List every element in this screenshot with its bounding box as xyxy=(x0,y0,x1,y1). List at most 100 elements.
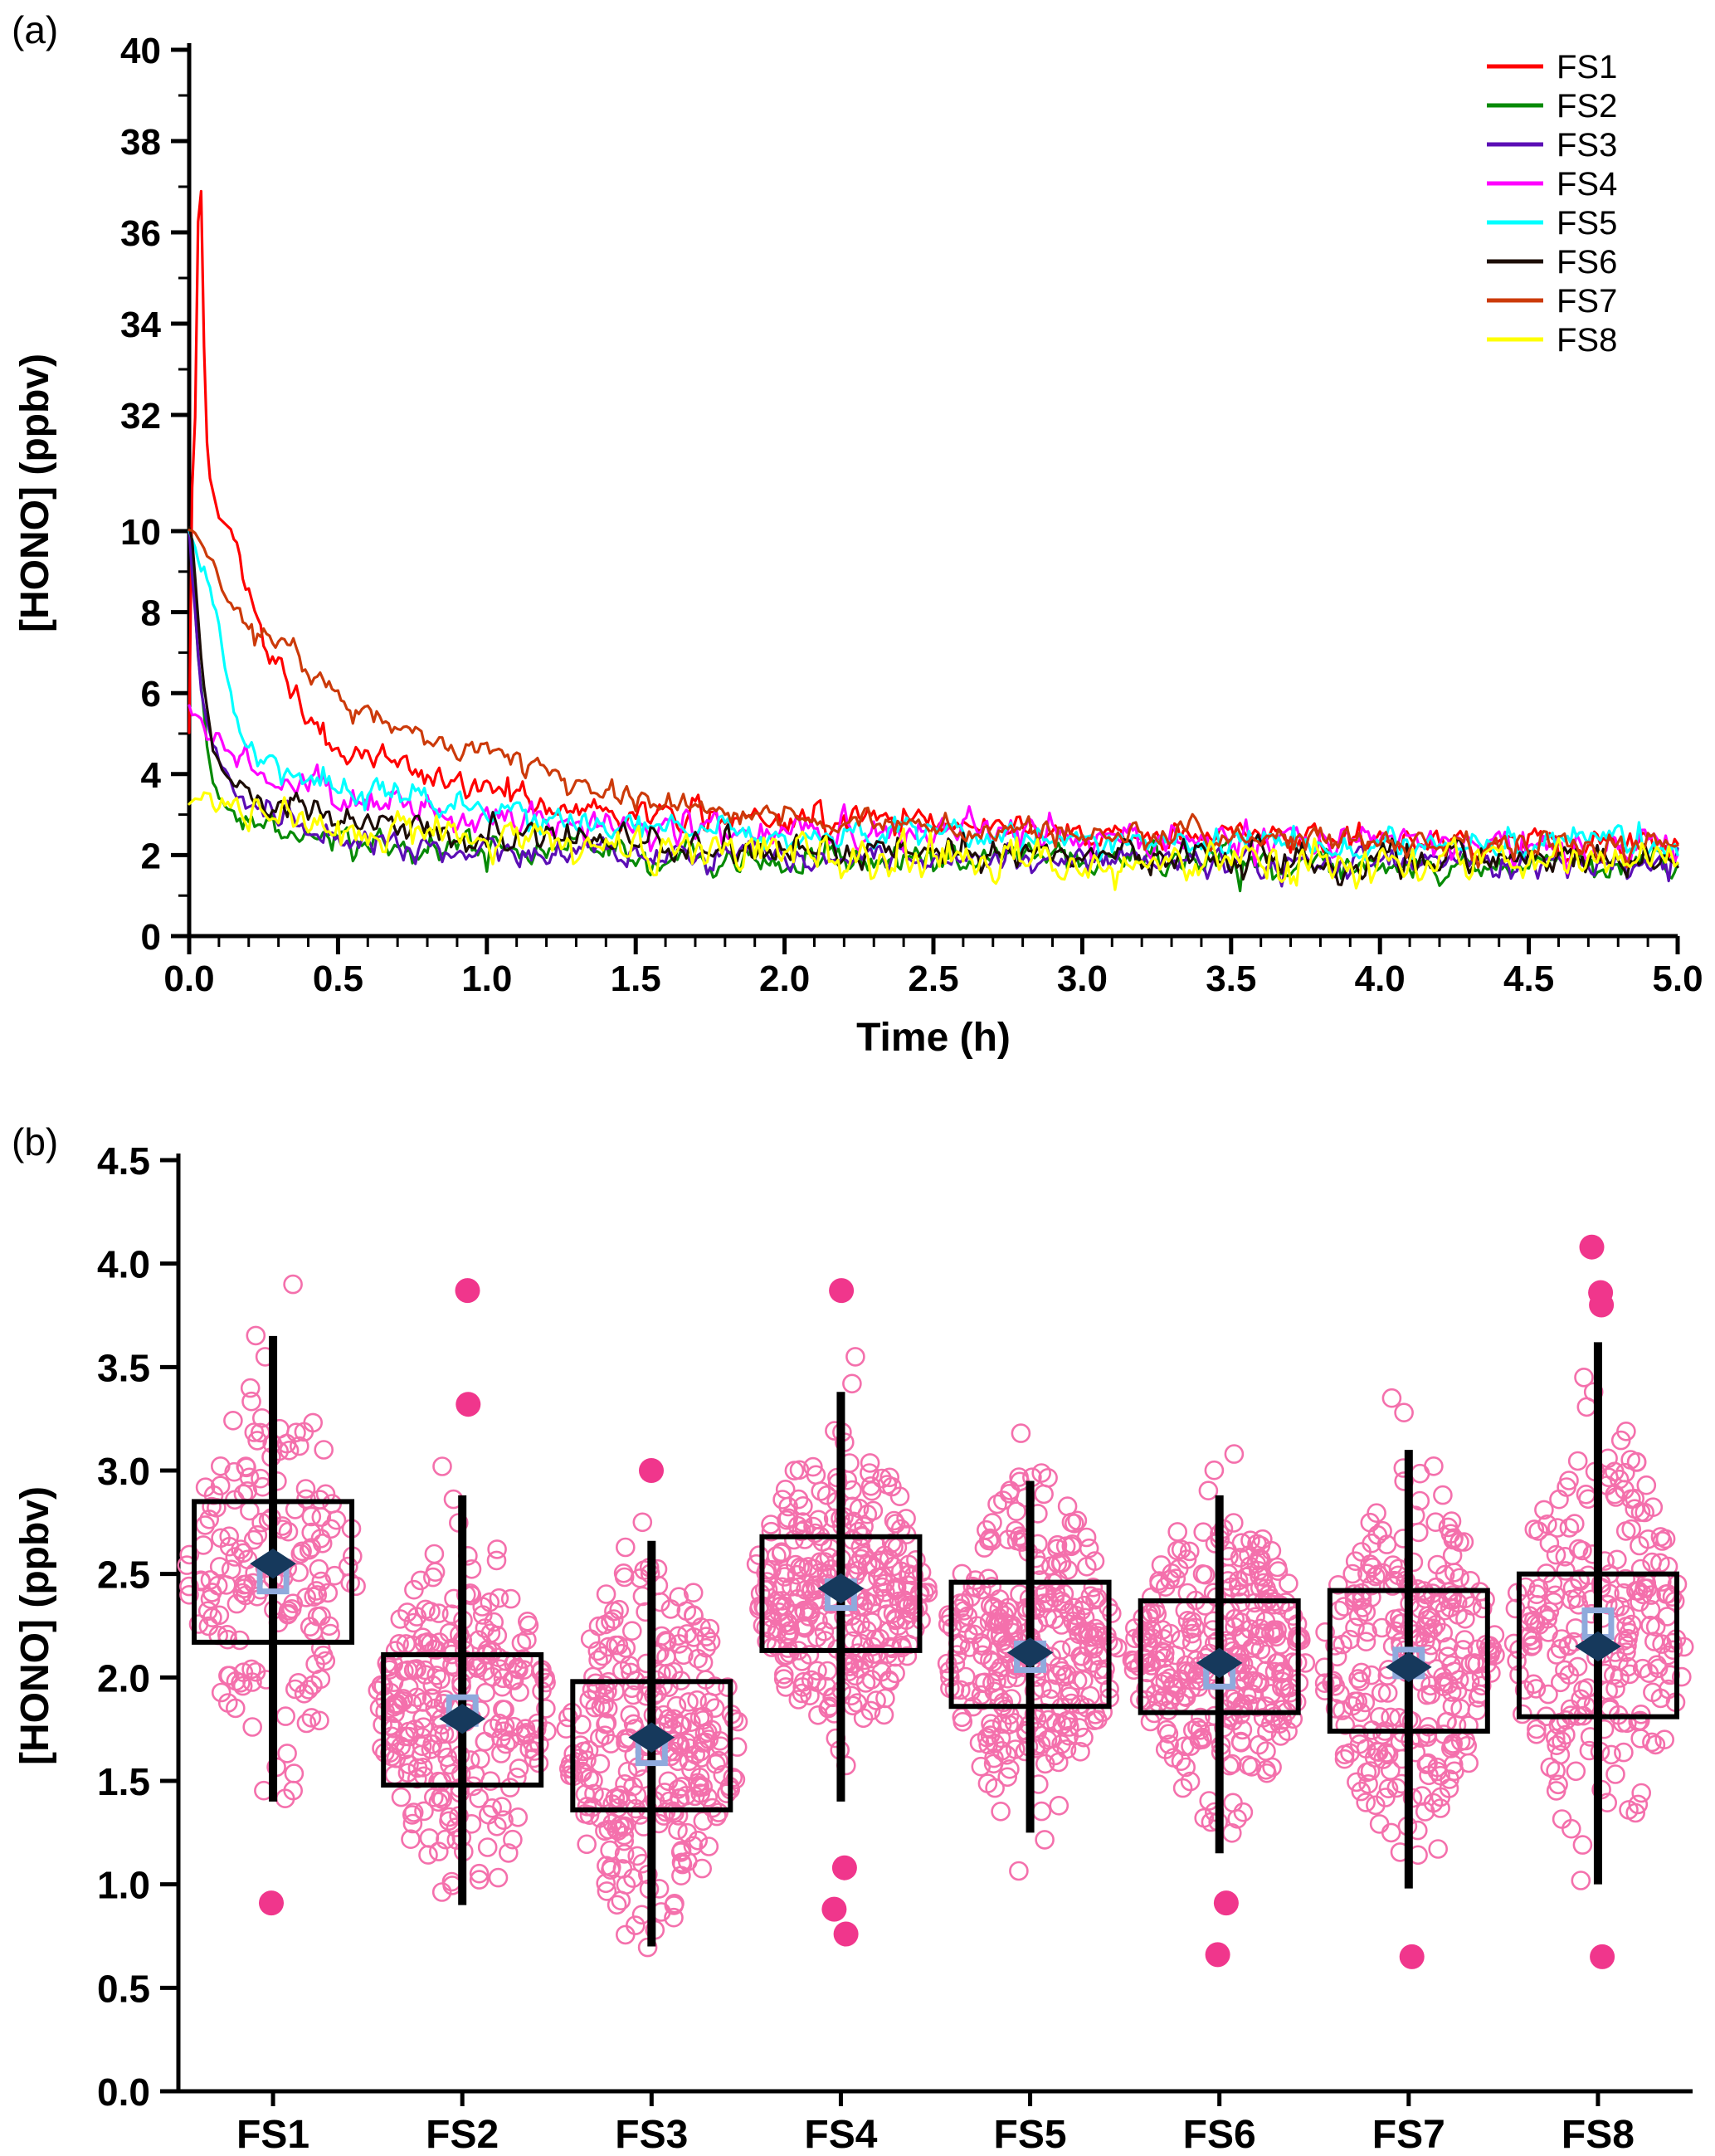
data-point xyxy=(1367,1741,1387,1762)
data-point xyxy=(684,1627,704,1647)
data-point xyxy=(1136,1653,1156,1674)
data-point xyxy=(1633,1584,1653,1605)
data-point xyxy=(1360,1512,1381,1533)
data-point xyxy=(860,1453,880,1473)
data-point xyxy=(1236,1567,1256,1587)
data-point xyxy=(1436,1712,1457,1732)
data-point xyxy=(590,1754,611,1774)
outlier-point-FS4 xyxy=(829,1278,855,1304)
data-point xyxy=(315,1651,336,1671)
data-point xyxy=(1443,1754,1464,1775)
category-label-FS8: FS8 xyxy=(1562,2113,1635,2156)
panel-a-y-axis-title: [HONO] (ppbv) xyxy=(13,354,57,632)
data-point xyxy=(195,1477,216,1497)
category-label-FS1: FS1 xyxy=(236,2113,309,2156)
data-point xyxy=(1540,1757,1561,1778)
y-tick-label-b: 0.0 xyxy=(97,2071,150,2114)
data-point xyxy=(953,1712,973,1732)
data-point xyxy=(1357,1762,1377,1783)
data-point xyxy=(236,1457,256,1478)
data-point xyxy=(275,1706,296,1726)
data-point xyxy=(1224,1513,1244,1533)
data-point xyxy=(1035,1830,1055,1850)
data-point xyxy=(1241,1757,1262,1777)
data-point xyxy=(671,1866,691,1885)
data-point xyxy=(1342,1563,1362,1584)
data-point xyxy=(1000,1759,1020,1779)
data-point xyxy=(610,1816,630,1836)
data-point xyxy=(670,1736,690,1756)
data-point xyxy=(1031,1801,1052,1822)
data-point xyxy=(209,1605,230,1626)
data-point xyxy=(1135,1621,1156,1641)
legend-label-FS7: FS7 xyxy=(1557,283,1617,319)
data-point xyxy=(225,1698,246,1719)
data-point xyxy=(1362,1533,1381,1554)
data-point xyxy=(319,1616,339,1637)
data-point xyxy=(1430,1765,1450,1786)
data-point xyxy=(891,1561,911,1582)
data-point xyxy=(1315,1622,1335,1642)
data-point xyxy=(1547,1735,1566,1755)
data-point xyxy=(1253,1708,1274,1728)
data-point xyxy=(1205,1534,1225,1554)
y-tick-label-a: 6 xyxy=(141,674,161,715)
data-point xyxy=(242,1717,263,1737)
data-point xyxy=(1366,1566,1386,1587)
y-tick-label-a: 40 xyxy=(120,31,161,71)
panel-a-x-axis-title: Time (h) xyxy=(856,1016,1011,1060)
x-tick-label-a: 1.5 xyxy=(611,958,661,999)
data-point xyxy=(690,1783,711,1803)
mean-diamond-FS8 xyxy=(1575,1631,1621,1662)
data-point xyxy=(1621,1519,1641,1539)
data-point xyxy=(1652,1634,1672,1654)
data-point xyxy=(767,1546,787,1566)
data-point xyxy=(596,1584,616,1604)
data-point xyxy=(1382,1576,1403,1596)
data-point xyxy=(1535,1605,1555,1625)
data-point xyxy=(1038,1468,1058,1488)
data-point xyxy=(664,1709,685,1729)
data-point xyxy=(1194,1807,1214,1828)
data-point xyxy=(1193,1522,1213,1542)
data-point xyxy=(1480,1645,1500,1665)
y-tick-label-a: 0 xyxy=(141,917,161,958)
data-point xyxy=(1423,1618,1444,1638)
data-point xyxy=(1640,1599,1661,1620)
data-point xyxy=(320,1519,341,1539)
data-point xyxy=(724,1709,744,1729)
data-point xyxy=(690,1748,711,1768)
data-point xyxy=(509,1682,529,1702)
data-point xyxy=(772,1577,792,1597)
box-FS8 xyxy=(1516,1571,1679,1719)
data-point xyxy=(1060,1717,1079,1737)
data-point xyxy=(975,1672,995,1693)
data-point xyxy=(1006,1520,1026,1541)
data-point xyxy=(279,1441,300,1461)
series-line-FS8 xyxy=(188,791,1679,891)
data-point xyxy=(503,1829,523,1850)
y-tick-label-a: 32 xyxy=(120,396,161,437)
y-tick-label-b: 2.0 xyxy=(97,1656,150,1700)
data-point xyxy=(199,1510,219,1529)
data-point xyxy=(1583,1382,1604,1402)
data-point xyxy=(403,1802,424,1822)
y-tick-label-a: 36 xyxy=(120,213,161,254)
data-point xyxy=(961,1681,981,1702)
data-point xyxy=(1555,1660,1575,1680)
data-point xyxy=(1329,1600,1349,1621)
data-point xyxy=(1254,1573,1274,1593)
data-point xyxy=(407,1687,427,1708)
outlier-point-FS4 xyxy=(833,1921,859,1947)
data-point xyxy=(725,1769,746,1789)
data-point xyxy=(307,1585,328,1605)
data-point xyxy=(469,1870,490,1890)
data-point xyxy=(1433,1485,1453,1505)
data-point xyxy=(240,1500,260,1521)
panel-b-label: (b) xyxy=(12,1120,58,1163)
data-point xyxy=(1638,1529,1659,1549)
data-point xyxy=(1011,1423,1031,1443)
data-point xyxy=(1204,1460,1225,1480)
data-point xyxy=(491,1744,511,1763)
data-point xyxy=(1079,1538,1099,1558)
